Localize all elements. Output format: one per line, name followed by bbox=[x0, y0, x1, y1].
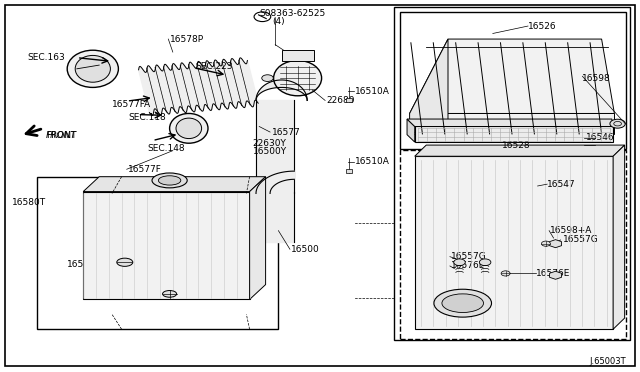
Text: SEC.118: SEC.118 bbox=[128, 113, 166, 122]
Text: SEC.148: SEC.148 bbox=[147, 144, 185, 153]
Text: 16557G: 16557G bbox=[451, 252, 487, 261]
Polygon shape bbox=[83, 177, 266, 192]
Text: 16580T: 16580T bbox=[12, 198, 45, 207]
Ellipse shape bbox=[170, 113, 208, 143]
Text: 16557G: 16557G bbox=[563, 235, 599, 244]
Text: 16546: 16546 bbox=[586, 133, 614, 142]
Ellipse shape bbox=[152, 173, 188, 188]
Polygon shape bbox=[256, 171, 294, 193]
Text: 16505A: 16505A bbox=[176, 282, 211, 291]
Text: 16578P: 16578P bbox=[170, 35, 204, 44]
Polygon shape bbox=[407, 119, 415, 142]
Ellipse shape bbox=[176, 118, 202, 138]
Bar bbox=[410, 113, 614, 134]
Circle shape bbox=[501, 271, 510, 276]
Text: FRONT: FRONT bbox=[46, 131, 77, 140]
Text: 16510A: 16510A bbox=[355, 87, 390, 96]
Ellipse shape bbox=[163, 291, 177, 297]
Polygon shape bbox=[410, 39, 614, 113]
Text: 16500Y: 16500Y bbox=[253, 147, 287, 156]
Text: 16557H: 16557H bbox=[67, 260, 102, 269]
Text: SEC.223: SEC.223 bbox=[195, 62, 233, 71]
Ellipse shape bbox=[117, 258, 133, 266]
Text: 16577F: 16577F bbox=[128, 165, 162, 174]
Text: 16598+A: 16598+A bbox=[550, 226, 593, 235]
Ellipse shape bbox=[442, 294, 484, 312]
Text: (4): (4) bbox=[272, 17, 285, 26]
Bar bbox=[400, 12, 626, 149]
Text: 16500: 16500 bbox=[291, 245, 320, 254]
Text: J.65003T: J.65003T bbox=[589, 357, 626, 366]
Ellipse shape bbox=[67, 50, 118, 87]
Ellipse shape bbox=[159, 176, 181, 185]
Bar bbox=[37, 177, 278, 329]
Text: 16598: 16598 bbox=[582, 74, 611, 83]
Text: 16510A: 16510A bbox=[355, 157, 390, 166]
Text: 16526: 16526 bbox=[528, 22, 557, 31]
Polygon shape bbox=[407, 119, 613, 126]
Polygon shape bbox=[550, 240, 561, 248]
Bar bbox=[83, 192, 250, 299]
Bar bbox=[415, 126, 613, 142]
Text: 22630Y: 22630Y bbox=[253, 139, 287, 148]
Polygon shape bbox=[550, 271, 561, 279]
Bar bbox=[394, 7, 630, 340]
Text: 16576E: 16576E bbox=[451, 262, 486, 270]
Text: 16577: 16577 bbox=[272, 128, 301, 137]
Bar bbox=[282, 50, 314, 61]
Bar bbox=[346, 169, 352, 173]
Circle shape bbox=[610, 119, 625, 128]
Text: 16528: 16528 bbox=[502, 141, 531, 150]
Polygon shape bbox=[613, 145, 625, 329]
Bar bbox=[400, 150, 626, 339]
Polygon shape bbox=[250, 177, 266, 299]
Text: 16576E: 16576E bbox=[536, 269, 571, 278]
Ellipse shape bbox=[434, 289, 492, 317]
Text: S08363-62525: S08363-62525 bbox=[259, 9, 326, 17]
Bar bbox=[415, 156, 613, 329]
Text: 16547: 16547 bbox=[547, 180, 576, 189]
Ellipse shape bbox=[274, 60, 322, 96]
Bar bbox=[346, 98, 352, 102]
Circle shape bbox=[454, 259, 465, 266]
Ellipse shape bbox=[76, 55, 111, 82]
Text: SEC.163: SEC.163 bbox=[27, 53, 65, 62]
Text: 16577FA: 16577FA bbox=[112, 100, 151, 109]
Polygon shape bbox=[256, 80, 307, 100]
Polygon shape bbox=[139, 58, 258, 115]
Text: 22680: 22680 bbox=[326, 96, 355, 105]
Polygon shape bbox=[415, 145, 625, 156]
Circle shape bbox=[479, 259, 491, 266]
Circle shape bbox=[262, 75, 273, 81]
Circle shape bbox=[541, 241, 550, 246]
Polygon shape bbox=[410, 39, 448, 134]
Text: FRONT: FRONT bbox=[46, 131, 77, 140]
